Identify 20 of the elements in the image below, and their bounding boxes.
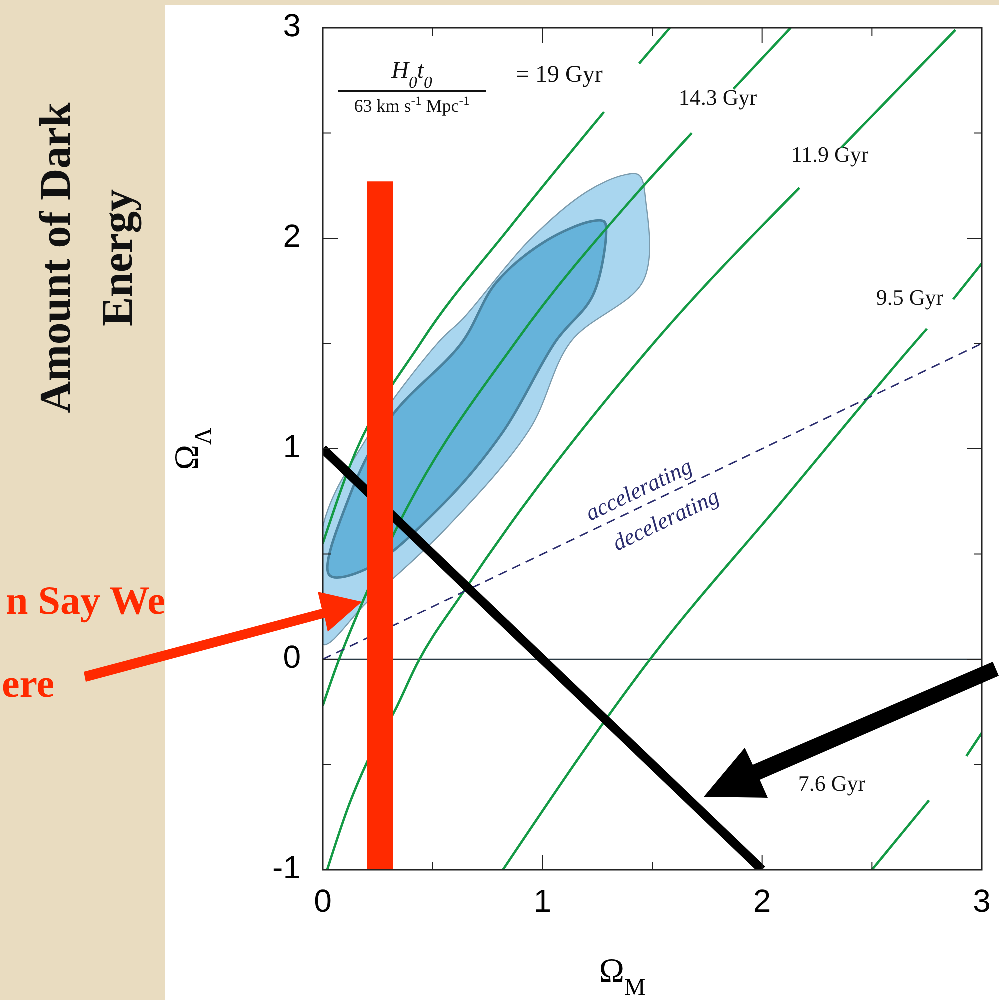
annotation: 9.5 Gyr bbox=[876, 285, 944, 310]
x-tick-label: 1 bbox=[534, 883, 552, 919]
annotation: 11.9 Gyr bbox=[791, 142, 870, 168]
annotation: = 19 Gyr bbox=[516, 62, 603, 88]
text: ere bbox=[2, 661, 55, 706]
y-tick-label: 3 bbox=[283, 7, 301, 44]
y-tick-label: -1 bbox=[272, 849, 301, 886]
y-tick-label: 2 bbox=[283, 218, 301, 254]
annotation: 14.3 Gyr bbox=[678, 85, 758, 110]
annotation: H$_{0}$t$_{0}$ bbox=[390, 58, 434, 92]
x-tick-label: 3 bbox=[973, 883, 991, 919]
y-tick-label: 1 bbox=[283, 428, 301, 464]
annotation: 7.6 Gyr bbox=[798, 771, 866, 796]
x-axis-title: Ω$_{M}$ bbox=[599, 953, 646, 1000]
annotation: 63 km s$^{-1}$ Mpc$^{-1}$ bbox=[354, 94, 470, 116]
text: n Say We bbox=[6, 578, 166, 623]
x-tick-label: 0 bbox=[314, 883, 332, 919]
y-tick-label: 0 bbox=[283, 638, 301, 675]
x-tick-label: 2 bbox=[753, 883, 772, 919]
text: Amount of Dark Energy bbox=[31, 102, 142, 414]
